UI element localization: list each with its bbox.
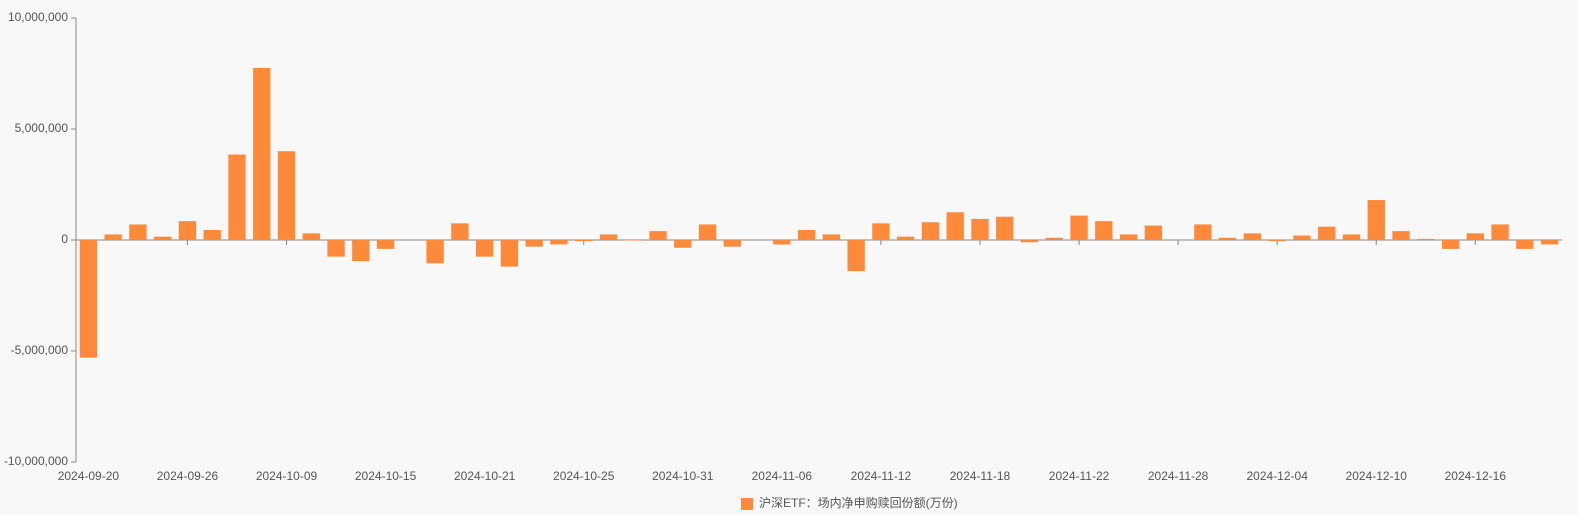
bar — [946, 212, 964, 240]
bar — [1218, 237, 1237, 240]
bar — [1020, 240, 1039, 243]
bar — [104, 234, 122, 240]
bar — [773, 240, 791, 245]
x-tick-label: 2024-10-09 — [256, 469, 318, 483]
x-tick-label: 2024-11-06 — [752, 469, 813, 483]
bar — [797, 230, 816, 240]
x-tick-label: 2024-09-26 — [157, 469, 219, 483]
x-tick-label: 2024-11-12 — [851, 469, 912, 483]
bar — [1194, 224, 1212, 240]
bar — [1095, 221, 1113, 240]
x-tick-label: 2024-11-28 — [1148, 469, 1209, 483]
bar — [599, 234, 618, 240]
bar — [475, 240, 494, 257]
bar — [154, 236, 172, 240]
x-tick-label: 2024-10-21 — [454, 469, 516, 483]
bar — [1417, 238, 1435, 240]
bar — [302, 233, 320, 240]
bar — [1243, 233, 1262, 240]
bar — [253, 67, 271, 240]
x-tick-label: 2024-10-25 — [553, 469, 615, 483]
bar — [723, 240, 741, 247]
bar — [79, 240, 98, 358]
y-tick-label: 10,000,000 — [8, 10, 68, 24]
bar — [971, 218, 989, 240]
bar — [897, 236, 915, 240]
bar — [500, 240, 519, 267]
bar — [575, 240, 593, 242]
x-tick-label: 2024-12-10 — [1346, 469, 1408, 483]
bar — [1119, 234, 1138, 240]
bar — [327, 240, 345, 257]
bar — [1144, 225, 1163, 240]
bar — [1293, 235, 1311, 240]
bar — [1491, 224, 1509, 240]
bar — [921, 222, 940, 240]
bar — [674, 240, 692, 248]
bar — [129, 224, 147, 240]
bar — [203, 230, 221, 240]
bar — [426, 240, 444, 264]
bar — [1466, 233, 1484, 240]
bar — [1342, 234, 1361, 240]
bar — [1540, 240, 1559, 245]
bar — [1392, 231, 1410, 240]
legend-swatch[interactable] — [741, 498, 753, 510]
bar — [996, 216, 1014, 240]
bar — [550, 240, 568, 245]
y-tick-label: -10,000,000 — [4, 454, 68, 468]
y-tick-label: 0 — [61, 232, 68, 246]
bar — [376, 240, 395, 249]
bar — [352, 240, 370, 262]
legend-label: 沪深ETF：场内净申购赎回份额(万份) — [759, 495, 958, 510]
bar — [228, 154, 246, 240]
bar — [698, 224, 717, 240]
x-tick-label: 2024-09-20 — [58, 469, 120, 483]
y-tick-label: 5,000,000 — [15, 121, 69, 135]
bar — [1367, 200, 1385, 240]
bar — [1070, 215, 1088, 240]
bar — [451, 223, 469, 240]
bar — [822, 234, 841, 240]
bar — [1318, 226, 1336, 240]
bar — [178, 221, 197, 240]
x-tick-label: 2024-10-15 — [355, 469, 417, 483]
bar — [277, 151, 296, 240]
bar — [1441, 240, 1460, 249]
bar — [649, 231, 667, 240]
x-tick-label: 2024-11-18 — [950, 469, 1011, 483]
bar — [525, 240, 543, 247]
x-tick-label: 2024-11-22 — [1049, 469, 1110, 483]
bar — [1516, 240, 1534, 249]
bar — [1268, 240, 1286, 242]
x-tick-label: 2024-12-16 — [1445, 469, 1507, 483]
bar — [872, 223, 890, 240]
bar — [847, 240, 865, 272]
y-tick-label: -5,000,000 — [11, 343, 69, 357]
bar — [1045, 237, 1063, 240]
x-tick-label: 2024-10-31 — [652, 469, 714, 483]
x-tick-label: 2024-12-04 — [1246, 469, 1308, 483]
